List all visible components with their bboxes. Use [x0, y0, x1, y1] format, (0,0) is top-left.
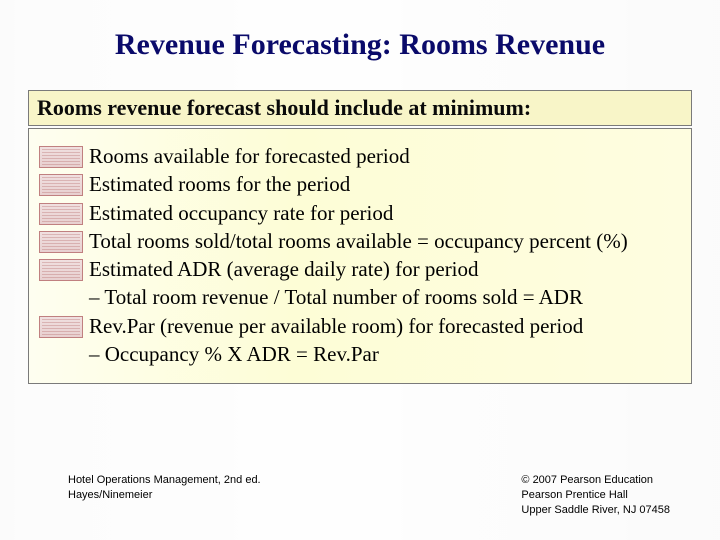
- list-item: Rooms available for forecasted period: [39, 143, 681, 169]
- list-item: Estimated rooms for the period: [39, 171, 681, 197]
- footer-left: Hotel Operations Management, 2nd ed. Hay…: [68, 473, 261, 518]
- bullet-icon: [39, 174, 83, 196]
- footer-publisher: Pearson Prentice Hall: [521, 488, 670, 503]
- bullet-text: Estimated rooms for the period: [89, 171, 350, 197]
- list-item: Estimated ADR (average daily rate) for p…: [39, 256, 681, 282]
- bullet-text: – Occupancy % X ADR = Rev.Par: [89, 341, 379, 367]
- footer-right: © 2007 Pearson Education Pearson Prentic…: [521, 473, 670, 518]
- bullet-icon: [39, 203, 83, 225]
- list-item: Total rooms sold/total rooms available =…: [39, 228, 681, 254]
- list-item: – Occupancy % X ADR = Rev.Par: [39, 341, 681, 367]
- subtitle-bar: Rooms revenue forecast should include at…: [28, 90, 692, 126]
- bullet-icon: [39, 231, 83, 253]
- content-panel: Rooms available for forecasted period Es…: [28, 128, 692, 384]
- footer-copyright: © 2007 Pearson Education: [521, 473, 670, 488]
- bullet-text: Rev.Par (revenue per available room) for…: [89, 313, 583, 339]
- bullet-text: Total rooms sold/total rooms available =…: [89, 228, 628, 254]
- footer-book-title: Hotel Operations Management, 2nd ed.: [68, 473, 261, 488]
- footer-authors: Hayes/Ninemeier: [68, 488, 261, 503]
- bullet-text: – Total room revenue / Total number of r…: [89, 284, 583, 310]
- bullet-text: Rooms available for forecasted period: [89, 143, 410, 169]
- list-item: Estimated occupancy rate for period: [39, 200, 681, 226]
- list-item: Rev.Par (revenue per available room) for…: [39, 313, 681, 339]
- footer: Hotel Operations Management, 2nd ed. Hay…: [68, 473, 670, 518]
- bullet-text: Estimated occupancy rate for period: [89, 200, 393, 226]
- slide-title: Revenue Forecasting: Rooms Revenue: [0, 0, 720, 80]
- bullet-icon: [39, 316, 83, 338]
- footer-address: Upper Saddle River, NJ 07458: [521, 503, 670, 518]
- list-item: – Total room revenue / Total number of r…: [39, 284, 681, 310]
- bullet-text: Estimated ADR (average daily rate) for p…: [89, 256, 479, 282]
- bullet-icon: [39, 146, 83, 168]
- bullet-icon: [39, 259, 83, 281]
